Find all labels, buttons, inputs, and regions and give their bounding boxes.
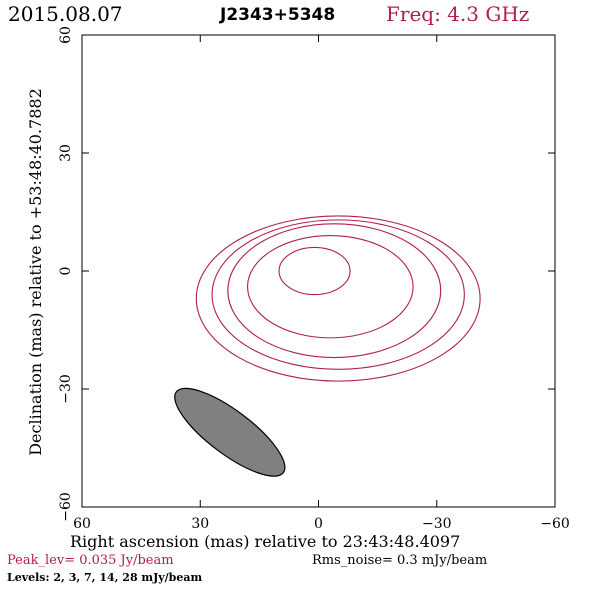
contour-group (195, 215, 481, 382)
x-tick-label: −30 (422, 516, 452, 532)
y-tick-label: 30 (58, 144, 74, 162)
contour-2mjy (195, 215, 481, 382)
y-tick-label: −60 (58, 492, 74, 522)
y-axis-label: Declination (mas) relative to +53:48:40.… (26, 88, 45, 456)
plot-frame (81, 34, 556, 508)
frequency-label: Freq: 4.3 GHz (386, 2, 530, 26)
x-axis-label: Right ascension (mas) relative to 23:43:… (70, 532, 461, 551)
contour-14mjy (247, 235, 414, 339)
y-tick-label: −30 (58, 374, 74, 404)
levels-label: Levels: 2, 3, 7, 14, 28 mJy/beam (7, 571, 203, 584)
x-tick-label: 60 (73, 516, 91, 532)
contour-7mjy (227, 223, 442, 359)
contour-3mjy (211, 219, 465, 370)
axis-ticks: 60 30 0 −30 −60 −60 −30 0 30 60 (58, 26, 570, 532)
source-name: J2343+5348 (220, 5, 336, 25)
peak-level-label: Peak_lev= 0.035 Jy/beam (7, 553, 174, 568)
y-tick-label: 60 (58, 26, 74, 44)
x-tick-label: 30 (191, 516, 209, 532)
beam-group (174, 387, 286, 477)
rms-noise-label: Rms_noise= 0.3 mJy/beam (312, 553, 488, 568)
contour-28mjy (278, 246, 351, 296)
x-tick-label: 0 (314, 516, 323, 532)
observation-date: 2015.08.07 (8, 2, 123, 26)
beam-ellipse (174, 387, 286, 477)
x-tick-label: −60 (540, 516, 570, 532)
y-tick-label: 0 (58, 267, 74, 276)
